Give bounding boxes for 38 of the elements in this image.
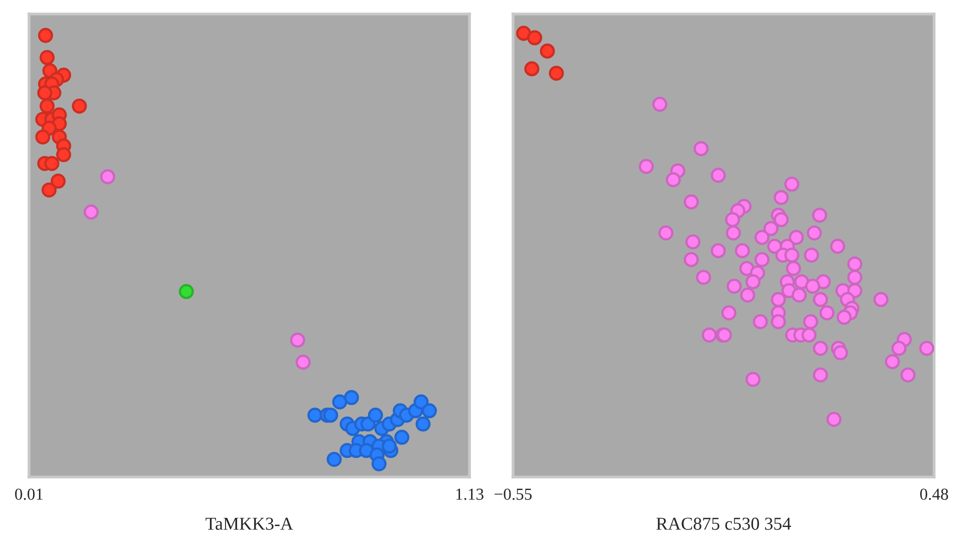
- x-tick-label: 1.13: [456, 488, 484, 500]
- point: [307, 408, 322, 423]
- point: [326, 452, 342, 467]
- point: [100, 169, 116, 184]
- point: [56, 147, 72, 162]
- point: [416, 416, 431, 432]
- point: [40, 98, 55, 114]
- point: [332, 394, 348, 410]
- point: [50, 174, 66, 189]
- point: [414, 394, 429, 410]
- point: [372, 456, 387, 472]
- x-tick-label: 0.48: [920, 488, 948, 500]
- point: [38, 28, 54, 43]
- point: [72, 98, 87, 114]
- point: [344, 390, 360, 406]
- point: [37, 85, 52, 100]
- x-axis-title: TaMKK3-A: [206, 518, 294, 530]
- point: [42, 182, 57, 198]
- x-axis-title: RAC875 c530 354: [656, 518, 792, 530]
- point: [382, 438, 397, 454]
- point: [516, 26, 532, 41]
- point: [35, 129, 50, 145]
- point: [178, 284, 194, 300]
- point: [368, 408, 384, 423]
- point: [84, 204, 99, 220]
- point: [290, 332, 306, 348]
- point: [422, 403, 437, 418]
- point: [40, 50, 55, 66]
- point: [548, 66, 564, 81]
- x-tick-label: 0.01: [15, 488, 43, 500]
- point: [44, 156, 60, 171]
- point: [540, 44, 555, 59]
- x-tick-label: −0.55: [494, 488, 532, 500]
- point: [394, 430, 410, 445]
- point: [323, 408, 338, 423]
- point: [296, 354, 311, 370]
- point: [527, 30, 542, 46]
- point: [524, 61, 540, 76]
